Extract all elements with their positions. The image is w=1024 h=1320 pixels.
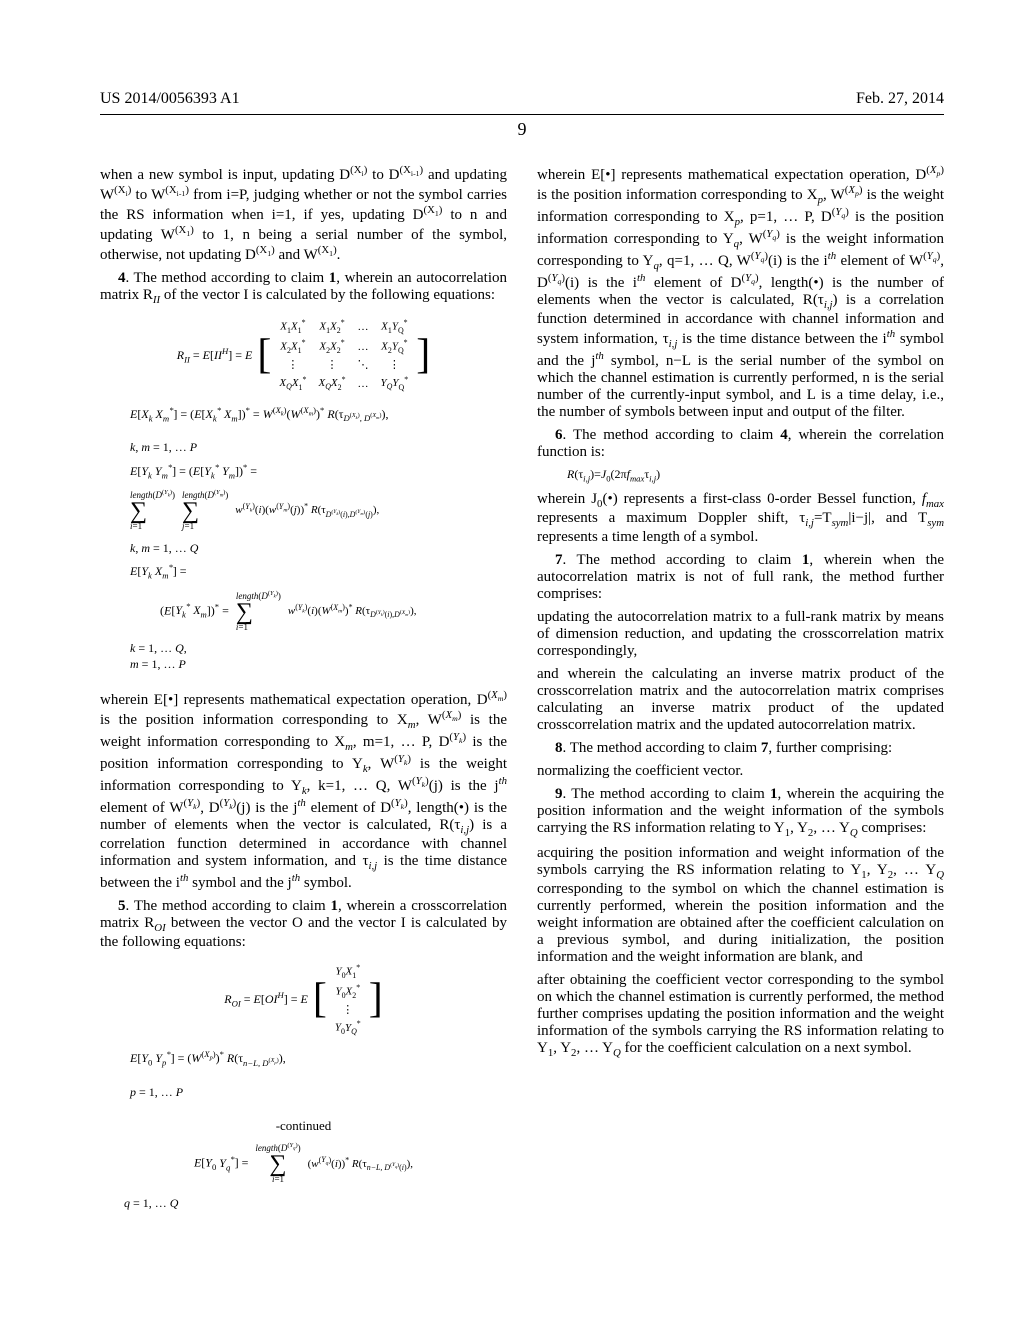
patent-number: US 2014/0056393 A1 <box>100 90 240 108</box>
claim5-eq-y0yp: E[Y0 Yp*] = (W(Xp))* R(τn−L, D(Xp)), p =… <box>130 1049 507 1100</box>
page-header: US 2014/0056393 A1 Feb. 27, 2014 <box>100 90 944 108</box>
claim5-wherein: wherein E[•] represents mathematical exp… <box>537 164 944 421</box>
claim9-lead: 9. The method according to claim 1, wher… <box>537 786 944 839</box>
claim5-eq-y0yq: E[Y0 Yq*] = length(D(Yq)) ∑ i=1 (w(Yq)(i… <box>100 1142 507 1211</box>
claim6-eq: R(τi,j)=J0(2πfmaxτi,j) <box>567 467 944 485</box>
claim5-lead: 5. The method according to claim 1, wher… <box>100 898 507 951</box>
body-columns: when a new symbol is input, updating D(X… <box>100 164 944 1254</box>
claim4-eq-xkxm: E[Xk Xm*] = (E[Xk* Xm])* = W(Xk)(W(Xm))*… <box>130 405 507 456</box>
page-number: 9 <box>100 119 944 140</box>
claim7-b: and wherein the calculating an inverse m… <box>537 666 944 734</box>
claim4-eq-ykxm: E[Yk Xm*] = (E[Yk* Xm])* = length(D(Yk))… <box>130 562 507 672</box>
claim3-continuation: when a new symbol is input, updating D(X… <box>100 164 507 264</box>
claim7-lead: 7. The method according to claim 1, wher… <box>537 552 944 603</box>
claim8-lead: 8. The method according to claim 7, furt… <box>537 740 944 757</box>
claim8-a: normalizing the coefficient vector. <box>537 763 944 780</box>
continued-label: -continued <box>100 1118 507 1134</box>
claim4-eq-ykym: E[Yk Ym*] = (E[Yk* Ym])* = length(D(Yk))… <box>130 462 507 557</box>
header-rule <box>100 114 944 115</box>
claim4-eq-rii: RII = E[IIH] = E [ X1X1*X1X2*…X1YQ* X2X1… <box>100 316 507 395</box>
publication-date: Feb. 27, 2014 <box>856 90 944 108</box>
claim9-b: after obtaining the coefficient vector c… <box>537 972 944 1059</box>
claim6-lead: 6. The method according to claim 4, wher… <box>537 427 944 461</box>
claim7-a: updating the autocorrelation matrix to a… <box>537 609 944 660</box>
claim4-wherein: wherein E[•] represents mathematical exp… <box>100 689 507 892</box>
claim9-a: acquiring the position information and w… <box>537 845 944 966</box>
claim4-lead: 4. The method according to claim 1, wher… <box>100 270 507 306</box>
claim5-eq-roi: ROI = E[OIH] = E [ Y0X1* Y0X2* ⋮ Y0YQ* ] <box>100 961 507 1040</box>
claim6-wherein: wherein J0(•) represents a first-class 0… <box>537 491 944 546</box>
